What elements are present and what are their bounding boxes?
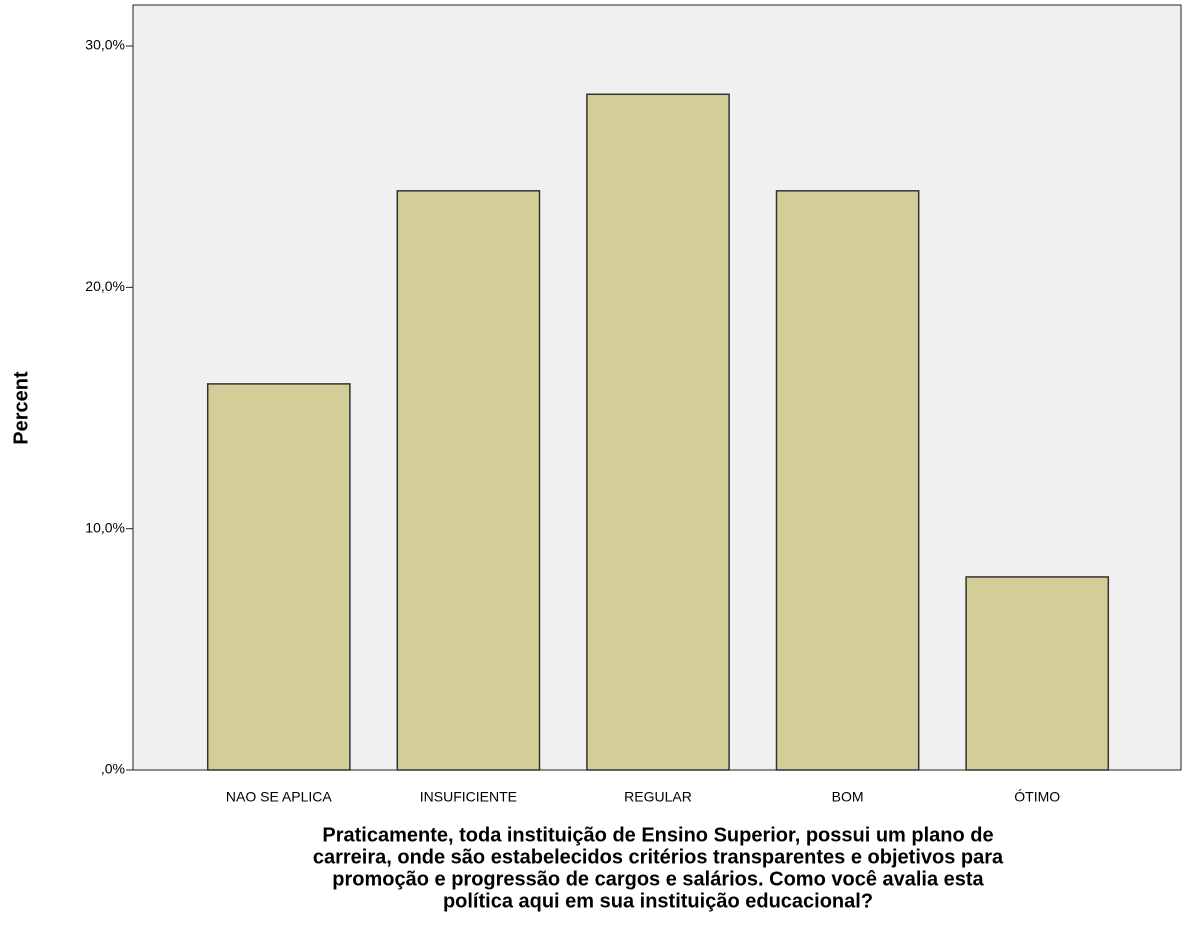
x-tick-label: INSUFICIENTE: [420, 789, 517, 805]
x-axis-label: promoção e progressão de cargos e salári…: [332, 868, 984, 890]
bar: [586, 93, 730, 771]
y-tick-label: 10,0%: [85, 519, 125, 535]
x-tick-label: NAO SE APLICA: [226, 789, 332, 805]
y-tick-label: ,0%: [101, 761, 125, 777]
x-tick-label: ÓTIMO: [1014, 789, 1060, 805]
bar: [396, 190, 541, 771]
y-tick-label: 20,0%: [85, 278, 125, 294]
x-tick-label: REGULAR: [624, 789, 692, 805]
x-axis-label: carreira, onde são estabelecidos critéri…: [313, 846, 1004, 868]
bar: [206, 383, 351, 771]
bar: [775, 190, 920, 771]
x-axis-label: Praticamente, toda instituição de Ensino…: [322, 824, 993, 846]
x-axis-label: política aqui em sua instituição educaci…: [443, 890, 873, 912]
bar: [965, 576, 1110, 771]
y-tick-label: 30,0%: [85, 37, 125, 53]
y-axis-label: Percent: [10, 371, 32, 445]
x-tick-label: BOM: [832, 789, 864, 805]
